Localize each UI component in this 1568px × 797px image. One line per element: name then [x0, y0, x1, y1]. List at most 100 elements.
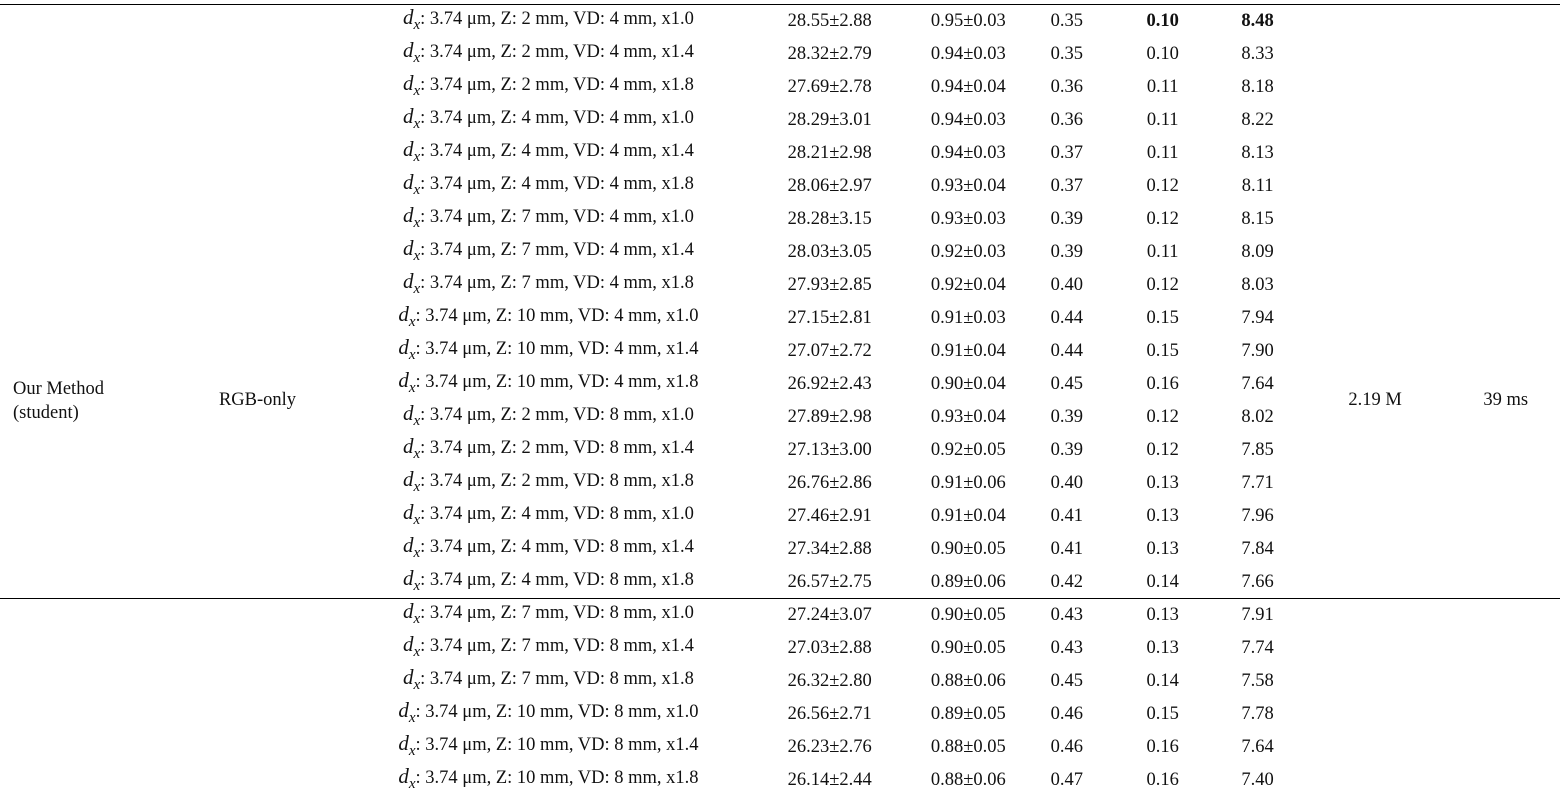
- metric5-cell: 7.94: [1241, 307, 1274, 328]
- ssim-cell: 0.92±0.03: [930, 241, 1006, 262]
- psnr-cell: 27.89±2.98: [787, 406, 872, 427]
- dx-symbol: dx: [403, 38, 420, 66]
- config-cell: dx: 3.74 μm, Z: 2 mm, VD: 8 mm, x1.8: [350, 467, 748, 500]
- table-row: dx: 3.74 μm, Z: 4 mm, VD: 8 mm, x1.8 26.5…: [0, 566, 1560, 599]
- lpips-cell: 0.36: [1050, 77, 1083, 98]
- table-row: dx: 3.74 μm, Z: 4 mm, VD: 4 mm, x1.8 28.0…: [0, 170, 1560, 203]
- table-row: dx: 3.74 μm, Z: 2 mm, VD: 8 mm, x1.4 27.1…: [0, 434, 1560, 467]
- dx-symbol-base: d: [403, 5, 414, 29]
- table-row: dx: 3.74 μm, Z: 2 mm, VD: 4 mm, x1.4 28.3…: [0, 38, 1560, 71]
- config-cell: dx: 3.74 μm, Z: 2 mm, VD: 4 mm, x1.8: [350, 71, 748, 104]
- ssim-cell: 0.92±0.05: [930, 439, 1006, 460]
- psnr-cell: 27.03±2.88: [787, 637, 872, 658]
- config-cell: dx: 3.74 μm, Z: 4 mm, VD: 8 mm, x1.4: [350, 533, 748, 566]
- metric4-cell: 0.11: [1146, 77, 1179, 98]
- metric4-cell: 0.11: [1146, 110, 1179, 131]
- table-row: dx: 3.74 μm, Z: 2 mm, VD: 4 mm, x1.8 27.6…: [0, 71, 1560, 104]
- psnr-cell: 28.06±2.97: [787, 176, 872, 197]
- psnr-cell: 28.29±3.01: [787, 110, 872, 131]
- psnr-cell: 27.15±2.81: [787, 307, 872, 328]
- metric5-cell: 7.64: [1241, 373, 1274, 394]
- metric5-cell: 8.11: [1241, 176, 1274, 197]
- metric4-cell: 0.12: [1146, 439, 1179, 460]
- config-cell: dx: 3.74 μm, Z: 7 mm, VD: 8 mm, x1.4: [350, 632, 748, 665]
- lpips-cell: 0.46: [1050, 736, 1083, 757]
- metric4-cell: 0.15: [1146, 307, 1179, 328]
- config-text: : 3.74 μm, Z: 2 mm, VD: 4 mm, x1.4: [420, 41, 694, 62]
- dx-symbol-subscript: x: [413, 182, 421, 199]
- config-text: : 3.74 μm, Z: 2 mm, VD: 4 mm, x1.0: [420, 9, 694, 29]
- psnr-cell: 26.57±2.75: [787, 571, 872, 592]
- table-top-rule: [0, 4, 1560, 5]
- dx-symbol-subscript: x: [413, 643, 421, 660]
- method-label-line: (student): [13, 402, 79, 423]
- dx-symbol: dx: [403, 665, 420, 693]
- lpips-cell: 0.43: [1050, 604, 1083, 625]
- psnr-cell: 26.92±2.43: [787, 373, 872, 394]
- metric5-cell: 8.03: [1241, 274, 1274, 295]
- dx-symbol-subscript: x: [413, 149, 421, 166]
- config-text: : 3.74 μm, Z: 2 mm, VD: 8 mm, x1.0: [420, 404, 694, 425]
- lpips-cell: 0.37: [1050, 176, 1083, 197]
- lpips-cell: 0.40: [1050, 274, 1083, 295]
- config-text: : 3.74 μm, Z: 7 mm, VD: 8 mm, x1.8: [420, 668, 694, 689]
- dx-symbol: dx: [403, 565, 420, 594]
- dx-symbol-subscript: x: [413, 577, 421, 594]
- metric5-cell: 7.58: [1241, 670, 1274, 691]
- metric4-cell: 0.10: [1146, 44, 1179, 65]
- config-text: : 3.74 μm, Z: 10 mm, VD: 4 mm, x1.4: [415, 338, 699, 359]
- table-row: dx: 3.74 μm, Z: 7 mm, VD: 4 mm, x1.0 28.2…: [0, 203, 1560, 236]
- ssim-cell: 0.95±0.03: [930, 11, 1006, 32]
- config-cell: dx: 3.74 μm, Z: 7 mm, VD: 4 mm, x1.0: [350, 203, 748, 236]
- dx-symbol-base: d: [403, 433, 414, 458]
- ssim-cell: 0.94±0.04: [930, 77, 1006, 98]
- metric5-cell: 7.40: [1241, 769, 1274, 790]
- lpips-cell: 0.47: [1050, 769, 1083, 790]
- input-cell: RGB-only: [218, 390, 297, 411]
- dx-symbol-subscript: x: [413, 676, 421, 693]
- dx-symbol: dx: [403, 533, 420, 561]
- config-text: : 3.74 μm, Z: 7 mm, VD: 8 mm, x1.4: [420, 635, 694, 656]
- dx-symbol-base: d: [398, 763, 409, 788]
- metric4-cell: 0.12: [1146, 176, 1179, 197]
- ssim-cell: 0.91±0.06: [930, 472, 1006, 493]
- lpips-cell: 0.45: [1050, 670, 1083, 691]
- lpips-cell: 0.39: [1050, 241, 1083, 262]
- config-cell: dx: 3.74 μm, Z: 2 mm, VD: 8 mm, x1.4: [350, 434, 748, 467]
- lpips-cell: 0.46: [1050, 703, 1083, 724]
- table-row: dx: 3.74 μm, Z: 7 mm, VD: 4 mm, x1.8 27.9…: [0, 269, 1560, 302]
- config-text: : 3.74 μm, Z: 10 mm, VD: 4 mm, x1.8: [415, 371, 699, 392]
- config-cell: dx: 3.74 μm, Z: 4 mm, VD: 4 mm, x1.8: [350, 170, 748, 203]
- config-cell: dx: 3.74 μm, Z: 10 mm, VD: 8 mm, x1.4: [350, 731, 748, 764]
- table-bottom-rule: [0, 598, 1560, 599]
- metric5-cell: 7.85: [1241, 439, 1274, 460]
- metric4-cell: 0.14: [1146, 571, 1179, 592]
- ssim-cell: 0.93±0.03: [930, 209, 1006, 229]
- dx-symbol: dx: [398, 335, 415, 363]
- metric4-cell: 0.12: [1146, 209, 1179, 229]
- config-text: : 3.74 μm, Z: 4 mm, VD: 4 mm, x1.0: [420, 107, 694, 128]
- ssim-cell: 0.94±0.03: [930, 44, 1006, 65]
- dx-symbol-subscript: x: [413, 610, 421, 627]
- metric5-cell: 7.78: [1241, 703, 1274, 724]
- metric5-cell: 8.33: [1241, 44, 1274, 65]
- dx-symbol-base: d: [403, 70, 414, 95]
- dx-symbol-base: d: [398, 301, 409, 326]
- dx-symbol: dx: [403, 500, 420, 528]
- dx-symbol: dx: [403, 203, 420, 231]
- dx-symbol-subscript: x: [413, 17, 421, 34]
- psnr-cell: 26.32±2.80: [787, 670, 872, 691]
- dx-symbol-base: d: [403, 235, 414, 260]
- dx-symbol-subscript: x: [413, 116, 421, 133]
- psnr-cell: 26.56±2.71: [787, 703, 872, 724]
- dx-symbol-subscript: x: [413, 544, 421, 561]
- psnr-cell: 27.34±2.88: [787, 538, 872, 559]
- dx-symbol-subscript: x: [408, 742, 416, 759]
- metric4-cell: 0.13: [1146, 637, 1179, 658]
- dx-symbol-base: d: [403, 565, 414, 590]
- metric4-cell: 0.12: [1146, 274, 1179, 295]
- results-table-body: Our Method (student) RGB-only dx: 3.74 μm, …: [0, 5, 1560, 797]
- psnr-cell: 26.14±2.44: [787, 769, 872, 790]
- config-text: : 3.74 μm, Z: 2 mm, VD: 8 mm, x1.8: [420, 470, 694, 491]
- psnr-cell: 26.23±2.76: [787, 736, 872, 757]
